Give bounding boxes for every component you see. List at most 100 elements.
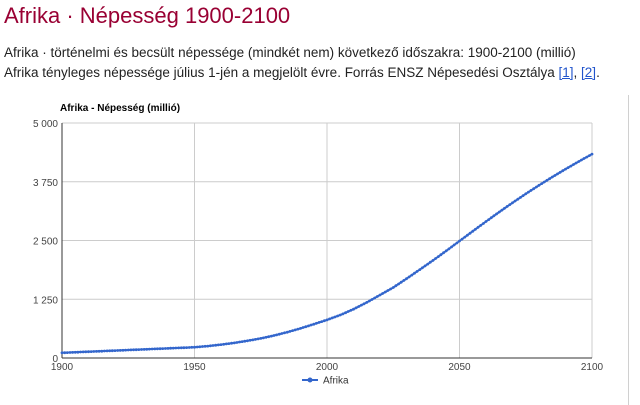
data-point: [442, 251, 445, 255]
data-point: [566, 166, 570, 169]
source-link-1[interactable]: [1]: [558, 65, 574, 80]
data-point: [264, 335, 268, 339]
y-tick-label: 5 000: [33, 119, 58, 130]
sentence-end: .: [596, 65, 600, 80]
data-point: [588, 154, 591, 157]
data-point: [479, 224, 483, 227]
data-point: [325, 318, 329, 322]
data-point: [193, 345, 196, 349]
data-point: [232, 341, 236, 345]
data-point: [476, 225, 480, 229]
data-point: [79, 350, 82, 354]
data-point: [357, 305, 361, 308]
data-point: [201, 345, 204, 348]
data-point: [148, 347, 151, 351]
data-point: [230, 341, 234, 345]
data-point: [182, 346, 186, 350]
data-point: [330, 316, 334, 320]
data-point: [402, 279, 406, 282]
data-point: [338, 313, 342, 317]
data-point: [92, 350, 96, 353]
data-point: [267, 335, 271, 339]
data-point: [511, 201, 514, 205]
data-point: [251, 338, 255, 342]
data-point: [352, 307, 355, 311]
data-point: [277, 332, 281, 336]
data-point: [474, 227, 477, 231]
data-point: [495, 212, 498, 216]
source-link-2[interactable]: [2]: [581, 65, 597, 80]
data-point: [341, 312, 345, 316]
data-point: [423, 264, 427, 268]
data-point: [487, 218, 491, 221]
x-tick-label: 2050: [448, 362, 471, 373]
data-point: [558, 170, 562, 174]
data-point: [280, 332, 284, 335]
data-point: [124, 348, 127, 352]
data-point: [150, 347, 154, 351]
data-point: [100, 349, 104, 353]
data-point: [577, 160, 581, 163]
data-point: [161, 347, 165, 350]
data-point: [399, 280, 403, 284]
data-point: [243, 339, 247, 343]
grid-lines: [62, 122, 593, 358]
y-tick-label: 3 750: [33, 178, 58, 189]
data-point: [458, 239, 461, 243]
data-point: [179, 346, 183, 350]
data-point: [529, 189, 533, 192]
data-point: [421, 266, 424, 270]
link-separator: ,: [573, 65, 582, 80]
data-point: [134, 348, 138, 352]
data-point: [439, 253, 443, 257]
data-point: [190, 345, 194, 349]
data-point: [383, 290, 387, 294]
data-point: [132, 348, 136, 352]
data-point: [426, 262, 430, 266]
data-point: [336, 314, 339, 318]
data-point: [497, 210, 501, 214]
data-point: [89, 350, 93, 353]
data-point: [211, 344, 215, 347]
data-point: [550, 175, 554, 179]
data-point: [452, 243, 456, 247]
data-point: [574, 161, 578, 165]
data-point: [304, 325, 308, 329]
data-point: [235, 341, 239, 344]
data-point: [275, 333, 278, 337]
data-point: [323, 319, 326, 323]
data-point: [521, 194, 525, 197]
data-point: [413, 271, 416, 275]
data-point: [288, 330, 292, 333]
data-point: [389, 287, 392, 291]
data-point: [71, 351, 74, 354]
data-point: [113, 349, 117, 352]
page-title: Afrika · Népesség 1900-2100: [4, 3, 291, 28]
legend[interactable]: Afrika: [302, 376, 349, 387]
source-text: Afrika tényleges népessége július 1-jén …: [4, 65, 559, 80]
data-point: [516, 197, 520, 201]
y-tick-label: 0: [52, 354, 58, 365]
data-point: [198, 345, 202, 349]
data-point: [561, 169, 565, 173]
data-point: [513, 199, 517, 203]
data-point: [285, 330, 289, 334]
data-point: [137, 348, 141, 351]
data-point: [328, 317, 331, 321]
data-point: [145, 347, 149, 351]
data-point: [580, 158, 583, 162]
data-point: [447, 247, 451, 251]
data-point: [360, 303, 363, 307]
data-point: [450, 245, 453, 249]
data-point: [216, 343, 220, 347]
data-point: [484, 220, 488, 223]
data-point: [153, 347, 157, 351]
data-point: [296, 327, 300, 331]
data-point: [471, 229, 475, 233]
data-point: [537, 183, 541, 187]
data-point: [87, 350, 90, 354]
data-point: [291, 329, 294, 332]
data-point: [301, 326, 305, 329]
tick-labels: 0 1 250 2 500 3 750 5 000 1900 1950 2000 2050 210…: [33, 119, 604, 373]
data-point: [527, 190, 530, 194]
